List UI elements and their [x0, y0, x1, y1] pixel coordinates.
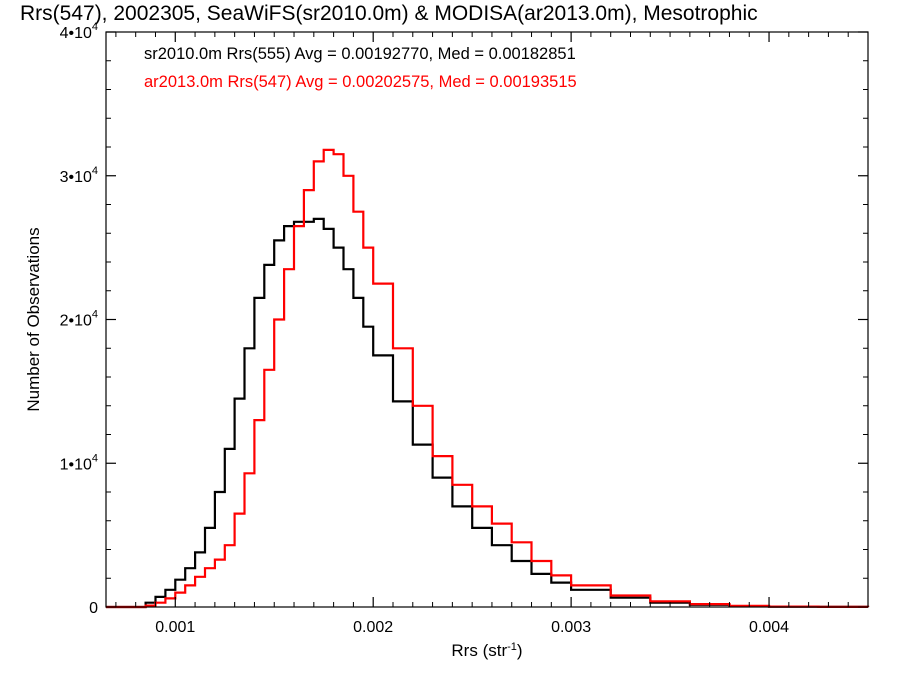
chart-title: Rrs(547), 2002305, SeaWiFS(sr2010.0m) & …: [20, 2, 758, 25]
annotation-text: ar2013.0m Rrs(547) Avg = 0.00202575, Med…: [144, 73, 577, 91]
y-axis-ticks: 0 1•104 2•104 3•104 4•104: [60, 21, 868, 617]
y-tick-label: 3•104: [60, 165, 98, 186]
y-tick-label: 1•104: [60, 452, 98, 473]
y-tick-label: 4•104: [60, 21, 98, 42]
annotation-text: sr2010.0m Rrs(555) Avg = 0.00192770, Med…: [144, 45, 576, 63]
annotations: sr2010.0m Rrs(555) Avg = 0.00192770, Med…: [144, 45, 577, 91]
x-tick-label: 0.002: [353, 619, 393, 636]
x-axis-label: Rrs (str-1): [451, 641, 522, 660]
series-line-1: [106, 217, 870, 609]
x-tick-label: 0.001: [155, 619, 195, 636]
x-tick-label: 0.003: [551, 619, 591, 636]
x-tick-label: 0.004: [749, 619, 789, 636]
x-axis-ticks: 0.001 0.002 0.003 0.004: [115, 32, 869, 636]
y-axis-label: Number of Observations: [24, 227, 43, 411]
series-line-2: [106, 148, 870, 609]
plot-frame: [105, 31, 869, 608]
plot-lines: [106, 148, 870, 609]
y-tick-label: 0: [89, 600, 98, 617]
y-tick-label: 2•104: [60, 309, 98, 330]
